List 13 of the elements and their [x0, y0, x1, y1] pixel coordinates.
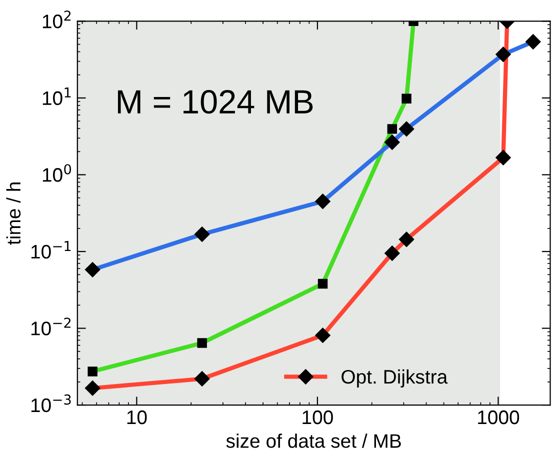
x-axis-title: size of data set / MB: [226, 434, 401, 448]
y-tick-label: 10$^{−1}$: [31, 241, 71, 259]
annotation: M = 1024 MB: [118, 90, 313, 114]
y-tick-label: 10$^{1}$: [42, 88, 71, 106]
legend-label: Opt. Dijkstra: [342, 369, 448, 388]
x-tick-label: 1000: [478, 410, 520, 424]
x-tick-label: 100: [302, 410, 333, 424]
y-tick-label: 10$^{0}$: [42, 164, 72, 182]
y-axis-title: time / h: [6, 182, 21, 245]
y-tick-label: 10$^{−2}$: [31, 318, 70, 336]
y-tick-label: 10$^{−3}$: [31, 394, 71, 412]
y-tick-label: 10$^{2}$: [42, 10, 71, 28]
x-tick-label: 10: [127, 410, 147, 424]
